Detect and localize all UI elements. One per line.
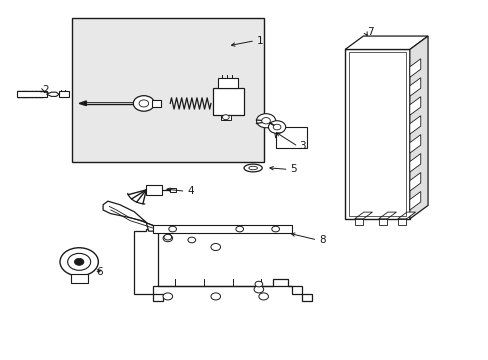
- Bar: [72, 18, 263, 162]
- Bar: [153, 225, 292, 233]
- Polygon shape: [409, 59, 420, 77]
- Text: 3: 3: [299, 141, 305, 152]
- Circle shape: [163, 235, 172, 242]
- Text: 5: 5: [289, 165, 296, 174]
- Bar: [17, 91, 46, 97]
- Bar: [397, 219, 406, 225]
- Polygon shape: [46, 92, 59, 96]
- Circle shape: [163, 234, 171, 240]
- Text: 7: 7: [366, 27, 372, 37]
- Circle shape: [67, 253, 90, 270]
- Bar: [354, 219, 363, 225]
- Polygon shape: [409, 36, 427, 219]
- Circle shape: [210, 243, 220, 251]
- Bar: [275, 127, 306, 148]
- Polygon shape: [409, 97, 420, 115]
- Text: 2: 2: [41, 85, 48, 95]
- Text: 4: 4: [186, 186, 193, 196]
- Circle shape: [271, 226, 279, 232]
- Ellipse shape: [244, 164, 262, 172]
- Circle shape: [255, 281, 262, 287]
- Circle shape: [133, 96, 154, 111]
- Polygon shape: [409, 154, 420, 172]
- Circle shape: [168, 226, 176, 232]
- Polygon shape: [409, 172, 420, 191]
- Polygon shape: [409, 192, 420, 210]
- Circle shape: [258, 293, 268, 300]
- Bar: [59, 91, 68, 97]
- Circle shape: [187, 237, 195, 243]
- Polygon shape: [345, 36, 427, 49]
- Bar: [218, 78, 238, 88]
- Text: 6: 6: [96, 267, 102, 278]
- Circle shape: [273, 124, 280, 130]
- Bar: [170, 188, 176, 192]
- Polygon shape: [409, 135, 420, 153]
- Bar: [378, 219, 386, 225]
- Circle shape: [256, 114, 275, 128]
- Circle shape: [139, 100, 148, 107]
- Bar: [348, 52, 405, 216]
- Bar: [146, 185, 161, 195]
- Circle shape: [254, 286, 263, 293]
- Circle shape: [268, 121, 285, 134]
- Circle shape: [163, 293, 172, 300]
- Polygon shape: [397, 212, 415, 219]
- Circle shape: [210, 293, 220, 300]
- Circle shape: [60, 248, 98, 276]
- Polygon shape: [354, 212, 372, 219]
- Circle shape: [222, 115, 229, 120]
- Ellipse shape: [248, 166, 257, 170]
- Bar: [152, 100, 161, 107]
- Text: 1: 1: [256, 36, 263, 46]
- Circle shape: [261, 118, 270, 124]
- Polygon shape: [409, 78, 420, 96]
- Polygon shape: [134, 229, 311, 301]
- Polygon shape: [79, 101, 86, 105]
- Polygon shape: [409, 116, 420, 134]
- Polygon shape: [103, 201, 177, 231]
- Circle shape: [235, 226, 243, 232]
- Bar: [70, 274, 88, 283]
- Polygon shape: [378, 212, 396, 219]
- Text: 8: 8: [318, 235, 325, 245]
- Bar: [220, 115, 231, 120]
- Circle shape: [74, 258, 84, 265]
- Bar: [345, 49, 409, 219]
- Bar: [213, 88, 244, 115]
